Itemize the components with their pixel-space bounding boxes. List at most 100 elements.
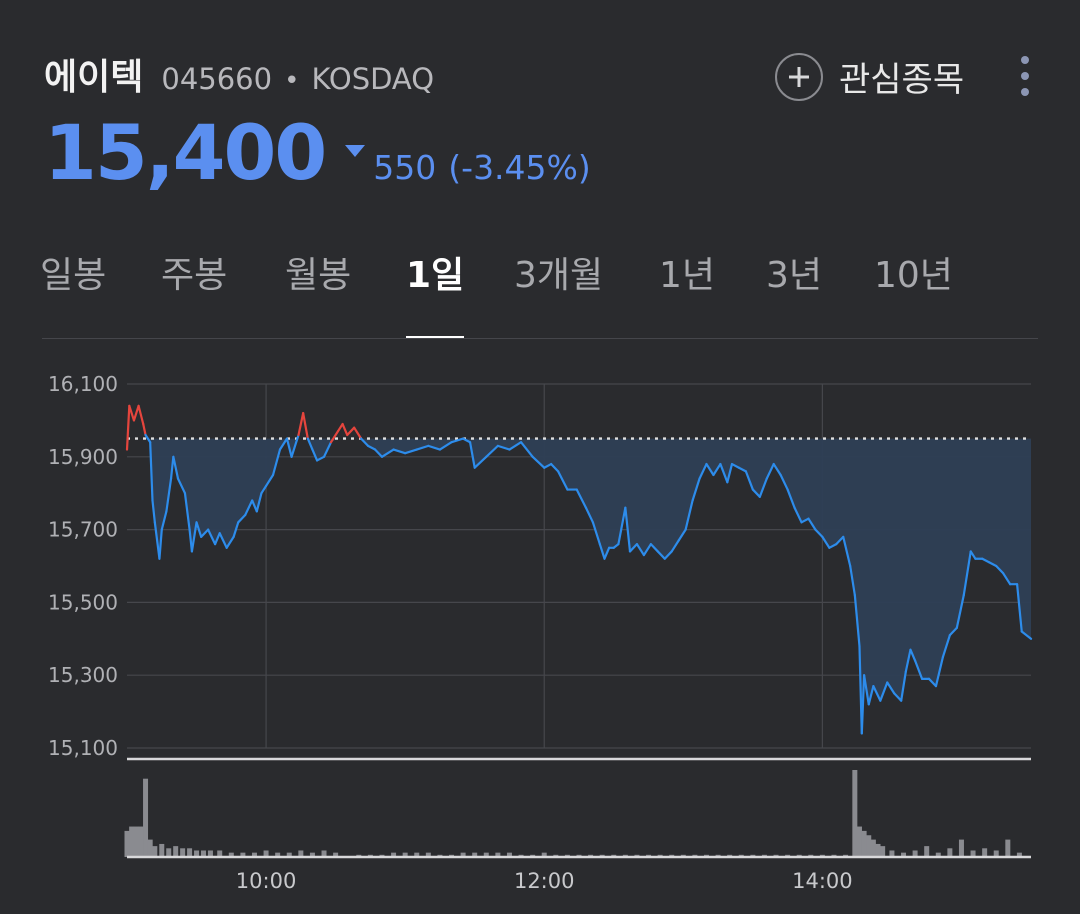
price-line-segment xyxy=(550,462,560,473)
tab-monthly[interactable]: 월봉 xyxy=(285,255,352,296)
watchlist-label: 관심종목 xyxy=(839,60,965,100)
volume-bar xyxy=(138,826,144,857)
price-line-segment xyxy=(800,517,810,524)
down-triangle-icon xyxy=(345,145,366,157)
stock-name: 에이텍 xyxy=(44,57,144,98)
volume-bar xyxy=(152,846,158,857)
volume-bar xyxy=(425,852,431,857)
volume-bar xyxy=(1005,839,1011,857)
volume-bar xyxy=(1016,852,1022,857)
volume-bar xyxy=(173,846,179,857)
price-chart-svg[interactable]: 16,100 15,900 15,700 15,500 15,300 15,100 10:0… xyxy=(0,340,1080,910)
tab-3years[interactable]: 3년 xyxy=(766,255,823,296)
volume-bar xyxy=(207,850,213,857)
y-tick-label: 15,700 xyxy=(48,518,118,542)
price-line-segment xyxy=(341,422,349,437)
price-line-segment xyxy=(496,444,511,451)
tab-weekly[interactable]: 주봉 xyxy=(161,255,228,296)
price-line-segment xyxy=(311,448,319,462)
volume-bar xyxy=(958,839,964,857)
price-line-segment xyxy=(346,426,356,437)
tabs-divider xyxy=(42,338,1038,339)
volume-bar xyxy=(875,843,881,857)
price-line-segment xyxy=(719,462,729,484)
price-line-segment xyxy=(213,532,221,546)
price-line-segment xyxy=(904,648,912,673)
price-line-segment xyxy=(306,437,314,451)
volume-bar xyxy=(129,826,135,857)
price-line-segment xyxy=(624,506,632,553)
price-line-segment xyxy=(765,462,775,480)
price-line-segment xyxy=(635,543,646,557)
price-line-segment xyxy=(934,655,945,688)
volume-bar xyxy=(251,852,257,857)
price-line-segment xyxy=(278,437,289,451)
price-line-segment xyxy=(190,521,198,553)
price-line-segment xyxy=(962,550,972,597)
tab-10years[interactable]: 10년 xyxy=(874,255,953,296)
price-line-segment xyxy=(909,648,917,662)
price-line-segment xyxy=(807,517,817,531)
price-line-segment xyxy=(1020,630,1033,640)
price-line-segment xyxy=(691,477,701,502)
price-line-segment xyxy=(207,528,217,546)
price-line-segment xyxy=(927,677,938,688)
volume-bar xyxy=(970,850,976,857)
stock-title: 에이텍 045660 • KOSDAQ xyxy=(44,48,434,100)
tab-1year[interactable]: 1년 xyxy=(659,255,716,296)
price-line-segment xyxy=(473,455,488,469)
price-line-segment xyxy=(392,448,407,455)
tab-daily[interactable]: 일봉 xyxy=(40,255,107,296)
volume-bar xyxy=(143,778,149,857)
price-line-segment xyxy=(628,543,639,553)
volume-bar xyxy=(912,850,918,857)
volume-bar xyxy=(506,852,512,857)
price-line-segment xyxy=(860,674,866,735)
add-watchlist-button[interactable]: 관심종목 xyxy=(775,52,964,101)
price-line-segment xyxy=(160,510,168,531)
price-line-segment xyxy=(684,499,694,531)
price-line-segment xyxy=(872,685,882,702)
volume-bar xyxy=(993,850,999,857)
price-change-percent: (-3.45%) xyxy=(448,148,591,187)
tab-3months[interactable]: 3개월 xyxy=(514,255,604,296)
price-line-segment xyxy=(151,499,156,524)
price-line-segment xyxy=(302,412,309,440)
price-line-segment xyxy=(1015,583,1023,633)
price-line-segment xyxy=(225,535,235,549)
y-tick-label: 15,900 xyxy=(48,445,118,469)
price-line-segment xyxy=(543,462,553,469)
price-line-segment xyxy=(195,521,203,538)
price-line-segment xyxy=(1002,572,1012,586)
price-line-segment xyxy=(900,670,907,702)
price-line-segment xyxy=(842,535,852,568)
volume-bar xyxy=(228,852,234,857)
x-tick-label: 14:00 xyxy=(792,869,853,893)
price-line-segment xyxy=(642,543,652,557)
price-line-segment xyxy=(329,430,340,444)
price-line-segment xyxy=(814,528,824,538)
volume-bar xyxy=(935,852,941,857)
price-line-segment xyxy=(941,634,951,659)
intraday-chart[interactable]: 16,100 15,900 15,700 15,500 15,300 15,100 10:0… xyxy=(0,340,1080,910)
price-line-segment xyxy=(730,462,741,469)
below-reference-fill xyxy=(127,438,1031,734)
price-line-segment xyxy=(450,437,465,444)
quote-row: 15,400 550 (-3.45%) xyxy=(44,108,591,197)
y-tick-label: 15,300 xyxy=(48,663,118,687)
volume-bar xyxy=(483,852,489,857)
price-line-segment xyxy=(737,466,747,473)
market-name: KOSDAQ xyxy=(311,62,435,96)
tab-1day[interactable]: 1일 xyxy=(406,255,465,296)
volume-bar xyxy=(298,850,304,857)
price-line-segment xyxy=(779,473,789,491)
price-line-segment xyxy=(969,550,977,560)
price-line-segment xyxy=(485,444,499,458)
current-price: 15,400 xyxy=(44,108,327,197)
price-line-segment xyxy=(519,441,534,458)
volume-bar xyxy=(200,850,206,857)
volume-bar xyxy=(333,852,339,857)
more-vertical-icon[interactable] xyxy=(1016,56,1034,98)
price-line-segment xyxy=(955,594,965,629)
price-line-segment xyxy=(886,681,896,695)
